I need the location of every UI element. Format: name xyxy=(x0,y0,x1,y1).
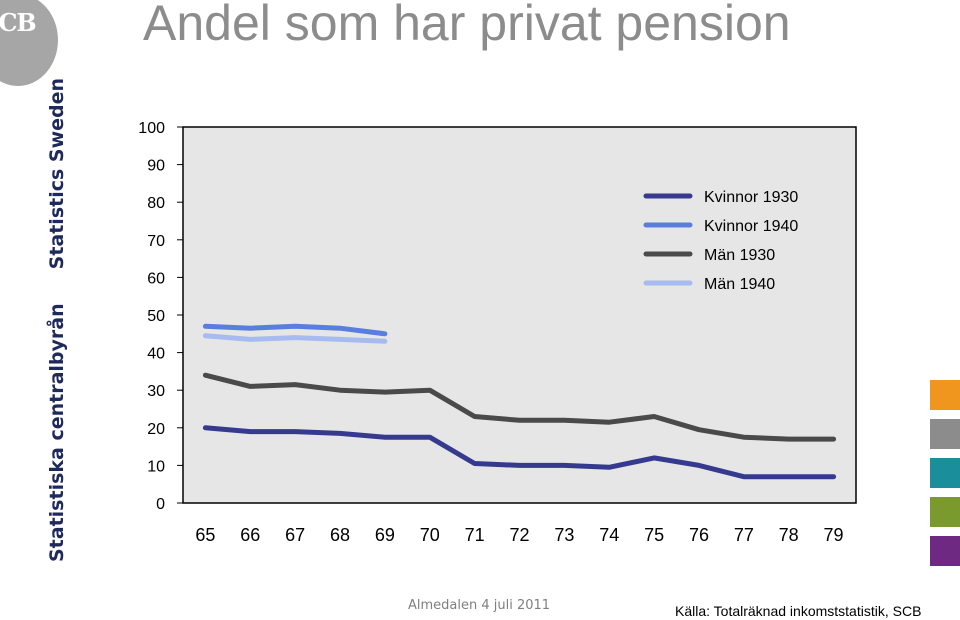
x-tick-label: 67 xyxy=(285,525,305,545)
x-tick-label: 70 xyxy=(420,525,440,545)
y-tick-label: 100 xyxy=(138,120,165,137)
x-tick-label: 73 xyxy=(554,525,574,545)
x-tick-label: 75 xyxy=(644,525,664,545)
y-tick-label: 20 xyxy=(147,421,165,438)
y-tick-label: 40 xyxy=(147,346,165,363)
plot-area xyxy=(182,126,857,504)
color-swatch xyxy=(930,380,960,410)
y-tick-label: 10 xyxy=(147,458,165,475)
y-tick-label: 30 xyxy=(147,383,165,400)
scb-logo: SCB xyxy=(0,0,58,86)
x-tick-label: 72 xyxy=(509,525,529,545)
legend-label: Män 1930 xyxy=(704,247,775,264)
y-tick-label: 50 xyxy=(147,308,165,325)
footer-source: Källa: Totalräknad inkomststatistik, SCB xyxy=(675,603,922,619)
y-tick-label: 60 xyxy=(147,270,165,287)
x-tick-label: 79 xyxy=(824,525,844,545)
x-tick-label: 65 xyxy=(195,525,215,545)
color-swatch xyxy=(930,419,960,449)
legend-label: Män 1940 xyxy=(704,276,775,293)
series-line xyxy=(202,323,388,337)
y-tick-label: 70 xyxy=(147,233,165,250)
color-swatch xyxy=(930,458,960,488)
footer-event: Almedalen 4 juli 2011 xyxy=(408,598,551,613)
legend-label: Kvinnor 1940 xyxy=(704,218,798,235)
x-tick-label: 71 xyxy=(465,525,485,545)
x-tick-label: 78 xyxy=(779,525,799,545)
series-line xyxy=(202,425,837,480)
x-tick-label: 68 xyxy=(330,525,350,545)
color-swatch xyxy=(930,536,960,566)
legend-label: Kvinnor 1930 xyxy=(704,189,798,206)
y-tick-label: 0 xyxy=(156,496,165,513)
color-swatch xyxy=(930,497,960,527)
y-tick-label: 90 xyxy=(147,158,165,175)
x-tick-label: 66 xyxy=(240,525,260,545)
x-tick-label: 77 xyxy=(734,525,754,545)
color-swatches xyxy=(930,380,960,575)
x-tick-label: 74 xyxy=(599,525,619,545)
x-tick-label: 76 xyxy=(689,525,709,545)
series-line xyxy=(202,333,388,344)
slide-title: Andel som har privat pension xyxy=(143,0,791,51)
y-tick-label: 80 xyxy=(147,195,165,212)
x-tick-label: 69 xyxy=(375,525,395,545)
series-line xyxy=(202,372,837,442)
